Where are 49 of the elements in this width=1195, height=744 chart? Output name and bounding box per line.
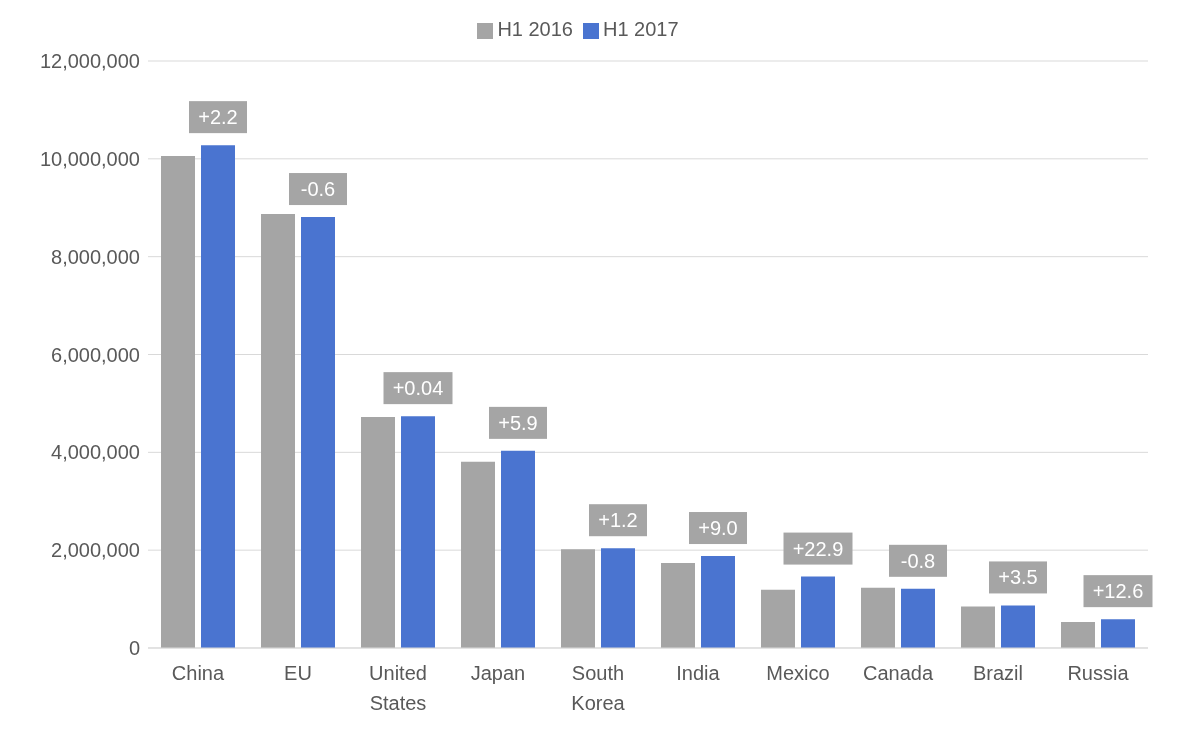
bar xyxy=(201,145,235,648)
y-tick-label: 2,000,000 xyxy=(51,539,140,562)
annotation: -0.8 xyxy=(900,549,936,572)
x-tick-label: China xyxy=(171,662,225,684)
annotation: +3.5 xyxy=(998,566,1038,589)
bar xyxy=(501,450,535,648)
bar xyxy=(1061,622,1095,648)
bar xyxy=(861,587,895,648)
bar xyxy=(1101,619,1135,648)
bar xyxy=(361,417,395,648)
annotation: +2.2 xyxy=(198,106,238,129)
x-tick-label: Mexico xyxy=(766,662,830,684)
annotation: -0.6 xyxy=(300,178,336,201)
bar xyxy=(301,217,335,648)
annotation: +0.04 xyxy=(392,377,444,400)
bar xyxy=(661,562,695,648)
y-tick-label: 6,000,000 xyxy=(51,343,140,366)
bar xyxy=(161,155,195,648)
annotation: +9.0 xyxy=(698,517,738,540)
bar xyxy=(561,549,595,648)
bar xyxy=(261,214,295,648)
legend-label: H1 2016 xyxy=(497,18,573,40)
x-tick-label: South Korea xyxy=(571,662,626,714)
bar xyxy=(961,606,995,648)
x-tick-label: Canada xyxy=(862,662,934,684)
x-tick-label: Russia xyxy=(1067,662,1130,684)
bar xyxy=(761,589,795,648)
y-tick-label: 8,000,000 xyxy=(51,245,140,268)
y-tick-label: 4,000,000 xyxy=(51,441,140,464)
bar xyxy=(401,416,435,648)
x-tick-label: India xyxy=(676,662,721,684)
bar xyxy=(801,576,835,648)
bar xyxy=(601,548,635,648)
x-tick-label: Japan xyxy=(470,662,526,684)
bar xyxy=(1001,605,1035,648)
y-tick-label: 12,000,000 xyxy=(39,50,140,73)
annotation: +12.6 xyxy=(1092,580,1144,603)
y-tick-label: 10,000,000 xyxy=(39,147,140,170)
annotation: +5.9 xyxy=(498,411,538,434)
x-tick-label: Brazil xyxy=(972,662,1024,684)
x-tick-label: EU xyxy=(284,662,312,684)
y-tick-label: 0 xyxy=(128,637,140,660)
annotation: +1.2 xyxy=(598,509,638,532)
bar xyxy=(901,588,935,648)
bar xyxy=(461,461,495,648)
annotation: +22.9 xyxy=(792,537,844,560)
x-tick-label: United States xyxy=(369,662,427,714)
legend-label: H1 2017 xyxy=(603,18,679,40)
bar xyxy=(701,556,735,648)
